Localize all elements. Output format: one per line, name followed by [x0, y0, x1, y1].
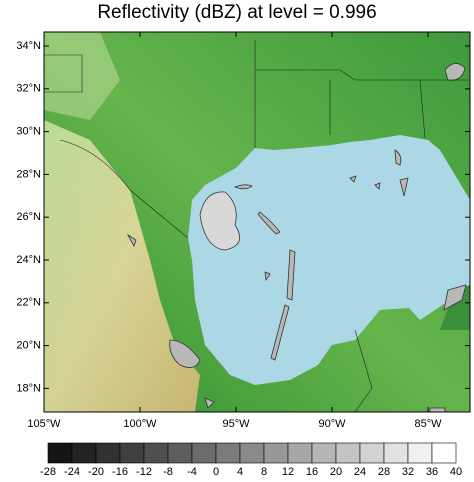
lat-tick-label: 20°N — [16, 340, 41, 352]
lon-tick-label: 90°W — [318, 418, 346, 430]
colorbar-label: 32 — [402, 466, 414, 478]
colorbar-label: -24 — [64, 466, 80, 478]
colorbar-box — [215, 442, 241, 464]
colorbar-box — [119, 442, 145, 464]
ticks: 34°N 32°N 30°N 28°N 26°N 24°N 22°N 20°N 18°N 105°… — [16, 32, 470, 430]
colorbar-box — [383, 442, 409, 464]
colorbar-box — [263, 442, 289, 464]
lat-tick-label: 24°N — [16, 254, 41, 266]
lat-tick-label: 34°N — [16, 40, 41, 52]
colorbar-label: 36 — [426, 466, 438, 478]
colorbar-label: 0 — [213, 466, 219, 478]
gulf-of-mexico — [188, 135, 470, 385]
lat-tick-label: 26°N — [16, 211, 41, 223]
lon-tick-label: 95°W — [222, 418, 250, 430]
colorbar-box — [407, 442, 433, 464]
colorbar-box — [311, 442, 337, 464]
colorbar-box — [335, 442, 361, 464]
colorbar-label: -16 — [112, 466, 128, 478]
colorbar-box — [431, 442, 457, 464]
title: Reflectivity (dBZ) at level = 0.996 — [97, 2, 376, 23]
lon-tick-label: 85°W — [414, 418, 442, 430]
colorbar-label: 24 — [354, 466, 366, 478]
colorbar-label: -4 — [187, 466, 197, 478]
colorbar-box — [167, 442, 193, 464]
colorbar-box — [191, 442, 217, 464]
colorbar-label: -20 — [88, 466, 104, 478]
lat-tick-label: 32°N — [16, 83, 41, 95]
colorbar-label: -28 — [40, 466, 56, 478]
lat-tick-label: 30°N — [16, 126, 41, 138]
map-area — [44, 32, 470, 412]
lat-tick-label: 28°N — [16, 168, 41, 180]
colorbar-label: 40 — [450, 466, 462, 478]
colorbar-box — [287, 442, 313, 464]
colorbar-label: 4 — [237, 466, 243, 478]
mexican-plateau — [44, 120, 200, 412]
colorbar: -28 -24 -20 -16 -12 -8 -4 0 4 8 12 16 20 24 28 32 36 40 — [40, 442, 462, 478]
map-frame — [43, 31, 471, 413]
colorbar-label: 28 — [378, 466, 390, 478]
boundaries — [44, 40, 470, 412]
colorbar-label: 8 — [261, 466, 267, 478]
colorbar-label: 16 — [306, 466, 318, 478]
lat-tick-label: 18°N — [16, 382, 41, 394]
lon-tick-label: 100°W — [123, 418, 157, 430]
colorbar-box — [239, 442, 265, 464]
lat-tick-label: 22°N — [16, 297, 41, 309]
colorbar-box — [95, 442, 121, 464]
lon-tick-label: 105°W — [27, 418, 61, 430]
colorbar-label: 12 — [282, 466, 294, 478]
colorbar-label: -12 — [136, 466, 152, 478]
colorbar-label: 20 — [330, 466, 342, 478]
reflectivity-echoes — [126, 63, 467, 412]
colorbar-box — [359, 442, 385, 464]
colorbar-box — [143, 442, 169, 464]
colorbar-box — [47, 442, 73, 464]
colorbar-label: -8 — [163, 466, 173, 478]
colorbar-box — [71, 442, 97, 464]
